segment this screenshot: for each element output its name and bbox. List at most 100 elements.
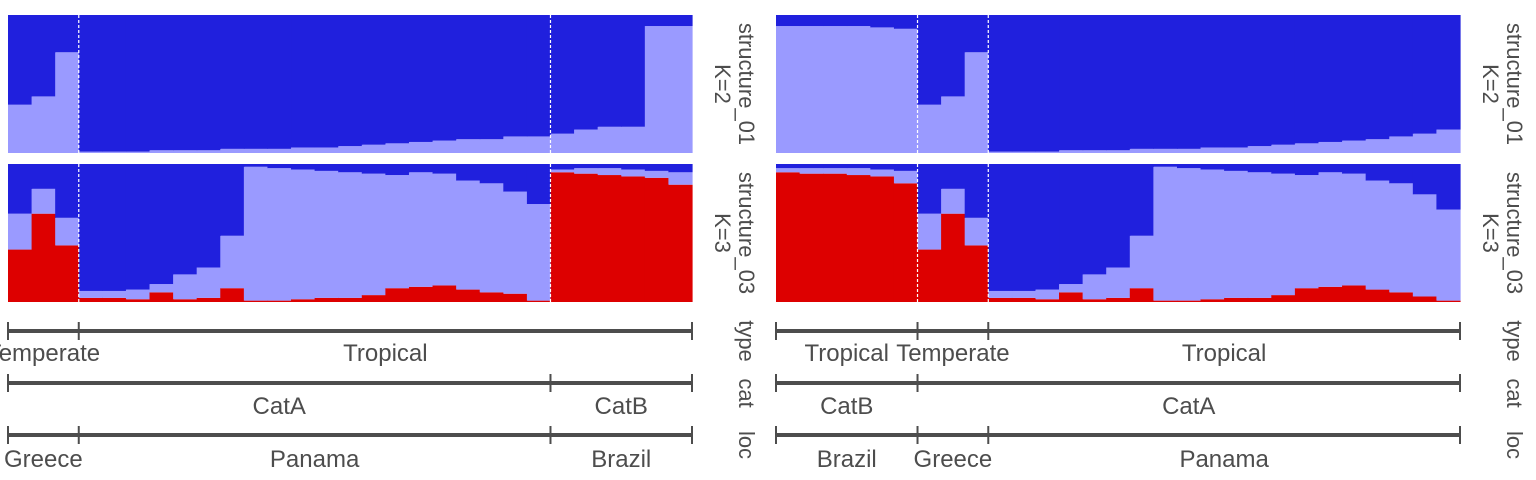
strip-label-cat: cat	[734, 378, 759, 407]
bar-k3-cluster3-sample-22	[503, 293, 528, 302]
bar-k2-cluster1-sample-15	[1106, 15, 1131, 151]
bar-k3-cluster2-sample-1	[8, 213, 33, 250]
bar-k2-cluster2-sample-26	[1365, 139, 1390, 153]
bar-k3-cluster3-sample-9	[964, 245, 989, 302]
bar-k3-cluster2-sample-16	[361, 173, 386, 296]
bar-k3-cluster2-sample-7	[917, 213, 942, 250]
bar-k3-cluster1-sample-2	[799, 164, 824, 169]
bar-k3-cluster2-sample-18	[1176, 168, 1202, 301]
bar-k2-cluster2-sample-6	[893, 28, 919, 153]
bar-k3-cluster3-sample-9	[196, 297, 221, 302]
bar-k2-cluster1-sample-14	[314, 15, 339, 148]
bar-k2-cluster1-sample-11	[243, 15, 269, 149]
bar-k2-cluster2-sample-16	[361, 144, 386, 153]
bar-k3-cluster2-sample-27	[1389, 183, 1414, 293]
bar-k3-cluster2-sample-29	[668, 172, 693, 185]
bar-k2-cluster1-sample-13	[291, 15, 316, 148]
bar-k3-cluster3-sample-12	[1035, 299, 1060, 302]
bar-k3-cluster2-sample-10	[988, 290, 1013, 298]
bar-k3-cluster2-sample-29	[1436, 209, 1461, 301]
bar-k3-cluster3-sample-29	[668, 184, 693, 302]
bar-k2-cluster1-sample-23	[1294, 15, 1320, 144]
bar-k3-cluster3-sample-10	[988, 297, 1013, 302]
bar-k3-cluster2-sample-1	[776, 168, 801, 173]
group-label-cat: CatA	[253, 393, 306, 420]
bar-k3-cluster1-sample-29	[668, 164, 693, 173]
bar-k2-cluster1-sample-18	[1176, 15, 1202, 149]
bar-k3-cluster1-sample-27	[621, 164, 646, 170]
bar-k3-cluster2-sample-17	[385, 175, 410, 289]
bar-k3-cluster1-sample-19	[432, 164, 457, 174]
bar-k3-cluster2-sample-11	[243, 166, 269, 301]
bar-k2-cluster2-sample-7	[149, 150, 174, 153]
bar-k3-cluster2-sample-27	[621, 169, 646, 177]
bar-k3-cluster1-sample-25	[574, 164, 599, 169]
bar-k3-cluster3-sample-3	[823, 173, 848, 302]
bar-k3-cluster1-sample-5	[870, 164, 895, 170]
bar-k3-cluster2-sample-18	[408, 172, 434, 287]
bar-k3-cluster1-sample-23	[526, 164, 552, 205]
bar-k2-cluster2-sample-24	[550, 133, 575, 153]
bar-k3-cluster2-sample-8	[173, 274, 198, 300]
bar-k2-cluster2-sample-5	[870, 27, 895, 154]
strip-label-k2: structure_01K=2	[1478, 23, 1527, 145]
left-panel: structure_01K=2 structure_03K=3 Temperate T…	[0, 15, 759, 473]
bar-k3-cluster2-sample-7	[149, 284, 174, 293]
bar-k2-cluster1-sample-1	[8, 15, 33, 105]
bar-k3-cluster2-sample-20	[456, 180, 481, 290]
bar-k2-cluster2-sample-11	[1011, 151, 1037, 153]
group-label-type: Tropical	[343, 340, 427, 367]
group-label-type: Tropical	[805, 340, 889, 367]
bar-k3-cluster2-sample-15	[1106, 267, 1131, 298]
bar-k3-cluster2-sample-23	[1294, 175, 1320, 289]
bar-k3-cluster1-sample-26	[597, 164, 622, 169]
group-label-cat: CatB	[820, 393, 873, 420]
bar-k3-cluster1-sample-16	[1129, 164, 1154, 236]
bar-k3-cluster3-sample-26	[597, 175, 622, 302]
bar-k2-cluster2-sample-15	[1106, 150, 1131, 153]
bar-k2-cluster2-sample-16	[1129, 148, 1154, 153]
bar-k3-cluster2-sample-5	[870, 169, 895, 177]
bar-k3-cluster1-sample-29	[1436, 164, 1461, 210]
bar-k3-cluster3-sample-18	[1176, 300, 1202, 302]
bar-k3-cluster1-sample-1	[776, 164, 801, 169]
bar-k2-cluster2-sample-14	[1082, 150, 1107, 153]
bar-k3-cluster3-sample-10	[220, 288, 245, 302]
bar-k2-cluster2-sample-20	[1224, 147, 1249, 153]
bar-k3-cluster2-sample-14	[314, 170, 339, 298]
bar-k2-cluster1-sample-2	[799, 15, 824, 27]
bar-k3-cluster3-sample-8	[941, 213, 966, 302]
bar-k2-cluster2-sample-8	[173, 150, 198, 153]
bar-k3-cluster3-sample-14	[1082, 299, 1107, 302]
bar-k3-cluster1-sample-10	[220, 164, 245, 236]
bar-k2-cluster1-sample-1	[776, 15, 801, 27]
bar-k3-cluster1-sample-18	[1176, 164, 1202, 169]
bar-k2-cluster1-sample-4	[78, 15, 103, 152]
bar-k2-cluster1-sample-9	[964, 15, 989, 53]
bar-k3-cluster1-sample-28	[1412, 164, 1438, 195]
bar-k3-cluster2-sample-28	[644, 170, 670, 178]
bar-k3-cluster1-sample-20	[456, 164, 481, 181]
bar-k3-cluster3-sample-18	[408, 286, 434, 302]
bar-k2-cluster2-sample-28	[644, 26, 670, 153]
bar-k3-cluster1-sample-2	[31, 164, 56, 189]
bar-k3-cluster3-sample-7	[149, 292, 174, 302]
bar-k2-cluster1-sample-6	[893, 15, 919, 29]
bar-k3-cluster3-sample-23	[1294, 288, 1320, 302]
bar-k3-cluster1-sample-12	[1035, 164, 1060, 290]
bar-k3-cluster2-sample-9	[196, 267, 221, 298]
bar-k3-cluster1-sample-8	[173, 164, 198, 275]
bar-k3-cluster3-sample-21	[1247, 297, 1272, 302]
bar-k3-cluster1-sample-15	[1106, 164, 1131, 268]
bar-k3-cluster3-sample-8	[173, 299, 198, 302]
bar-k2-cluster2-sample-13	[291, 147, 316, 153]
bar-k2-cluster1-sample-28	[1412, 15, 1438, 134]
bar-k3-cluster2-sample-6	[125, 289, 151, 300]
bar-k2-cluster1-sample-25	[574, 15, 599, 130]
bar-k3-cluster1-sample-17	[385, 164, 410, 176]
bar-k2-cluster2-sample-20	[456, 139, 481, 153]
bar-k2-cluster1-sample-26	[597, 15, 622, 127]
bar-k3-cluster1-sample-4	[78, 164, 103, 291]
bar-k2-cluster1-sample-3	[55, 15, 80, 53]
